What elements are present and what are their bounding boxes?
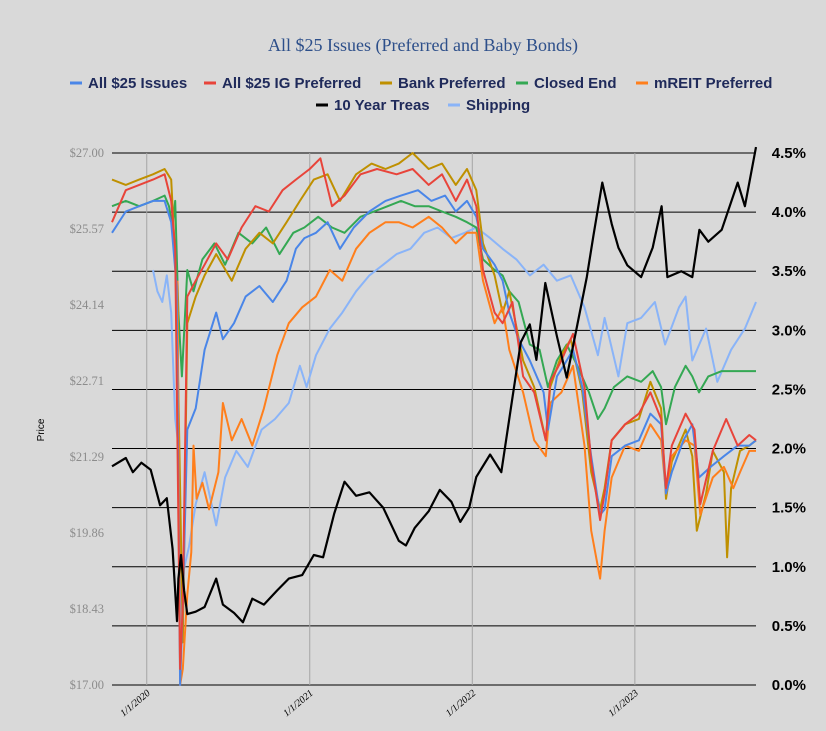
legend-label: mREIT Preferred [654,75,772,92]
right-tick-label: 2.0% [772,441,806,458]
right-tick-label: 0.5% [772,618,806,635]
series-line-all-25-ig-preferred [111,157,757,670]
left-tick-label: $27.00 [70,146,104,160]
legend-label: Shipping [466,97,530,114]
series-line-10-year-treas [111,146,758,624]
right-tick-label: 4.0% [772,204,806,221]
right-tick-label: 3.5% [772,263,806,280]
legend-label: Closed End [534,75,617,92]
series-line-all-25-issues [111,189,757,686]
series-line-shipping [152,226,757,633]
gridlines [112,152,756,686]
series-line-closed-end [111,194,756,426]
left-tick-label: $21.29 [70,450,104,464]
legend: All $25 Issues All $25 IG Preferred Bank P… [70,75,772,114]
left-tick-label: $24.14 [70,298,105,312]
right-tick-label: 3.0% [772,322,806,339]
right-tick-label: 1.0% [772,559,806,576]
y-axis-label: Price [36,418,47,441]
right-tick-label: 2.5% [772,381,806,398]
left-tick-label: $22.71 [70,374,104,388]
series-line-mreit-preferred [176,215,756,686]
series-line-bank-preferred [111,152,757,644]
right-axis: 4.5% 4.0% 3.5% 3.0% 2.5% 2.0% 1.5% 1.0% 0.5% 0.0% [772,145,806,694]
left-tick-label: $25.57 [70,222,104,236]
left-tick-label: $18.43 [70,602,104,616]
series-layer [111,146,758,686]
legend-label: All $25 Issues [88,75,187,92]
x-axis: 1/1/2020 1/1/2021 1/1/2022 1/1/2023 [118,688,640,719]
left-tick-label: $17.00 [70,678,104,692]
right-tick-label: 1.5% [772,500,806,517]
left-tick-label: $19.86 [70,526,104,540]
right-tick-label: 4.5% [772,145,806,162]
x-tick-label: 1/1/2023 [606,688,640,719]
chart-title: All $25 Issues (Preferred and Baby Bonds… [268,35,578,56]
right-tick-label: 0.0% [772,677,806,694]
legend-label: All $25 IG Preferred [222,75,361,92]
legend-label: 10 Year Treas [334,97,430,114]
x-tick-label: 1/1/2022 [444,688,478,719]
left-axis: $27.00 $25.57 $24.14 $22.71 $21.29 $19.86 $18.… [70,146,105,692]
x-tick-label: 1/1/2021 [281,688,315,719]
x-tick-label: 1/1/2020 [118,688,152,719]
legend-label: Bank Preferred [398,75,506,92]
